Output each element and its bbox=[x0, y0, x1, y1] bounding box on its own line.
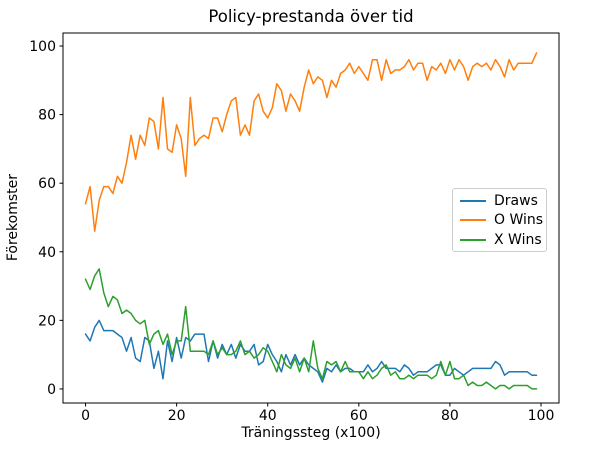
legend-label-draws: Draws bbox=[494, 192, 538, 209]
legend-entry-x-wins: X Wins bbox=[460, 231, 542, 248]
chart-title: Policy-prestanda över tid bbox=[208, 7, 414, 26]
y-axis-label: Förekomster bbox=[5, 174, 21, 262]
legend-entry-draws: Draws bbox=[460, 193, 539, 209]
x-tick-label: 100 bbox=[528, 408, 555, 424]
legend-line-sample-o-wins bbox=[460, 219, 486, 221]
y-tick-label: 100 bbox=[29, 39, 56, 55]
legend: Draws O Wins X Wins bbox=[452, 188, 547, 252]
legend-line-sample-draws bbox=[460, 199, 486, 202]
y-tick-label: 60 bbox=[38, 176, 56, 192]
x-tick-label: 20 bbox=[168, 408, 186, 424]
y-tick-label: 80 bbox=[38, 108, 56, 124]
legend-label-x-wins: X Wins bbox=[494, 231, 542, 248]
x-tick-label: 60 bbox=[350, 408, 368, 424]
legend-entry-o-wins: O Wins bbox=[460, 212, 543, 228]
series-line-draws bbox=[84, 319, 538, 383]
y-tick-label: 20 bbox=[38, 313, 56, 329]
x-axis-label: Träningssteg (x100) bbox=[241, 425, 381, 441]
series-line-x-wins bbox=[84, 268, 538, 390]
x-tick-label: 80 bbox=[441, 408, 459, 424]
legend-label-o-wins: O Wins bbox=[494, 212, 544, 228]
y-tick-label: 0 bbox=[47, 382, 56, 398]
x-tick-label: 40 bbox=[259, 408, 277, 424]
axes-spines bbox=[62, 32, 560, 404]
legend-line-sample-x-wins bbox=[460, 238, 486, 241]
y-tick-label: 40 bbox=[38, 245, 56, 261]
x-tick-label: 0 bbox=[81, 408, 90, 424]
series-line-o-wins bbox=[84, 52, 538, 232]
